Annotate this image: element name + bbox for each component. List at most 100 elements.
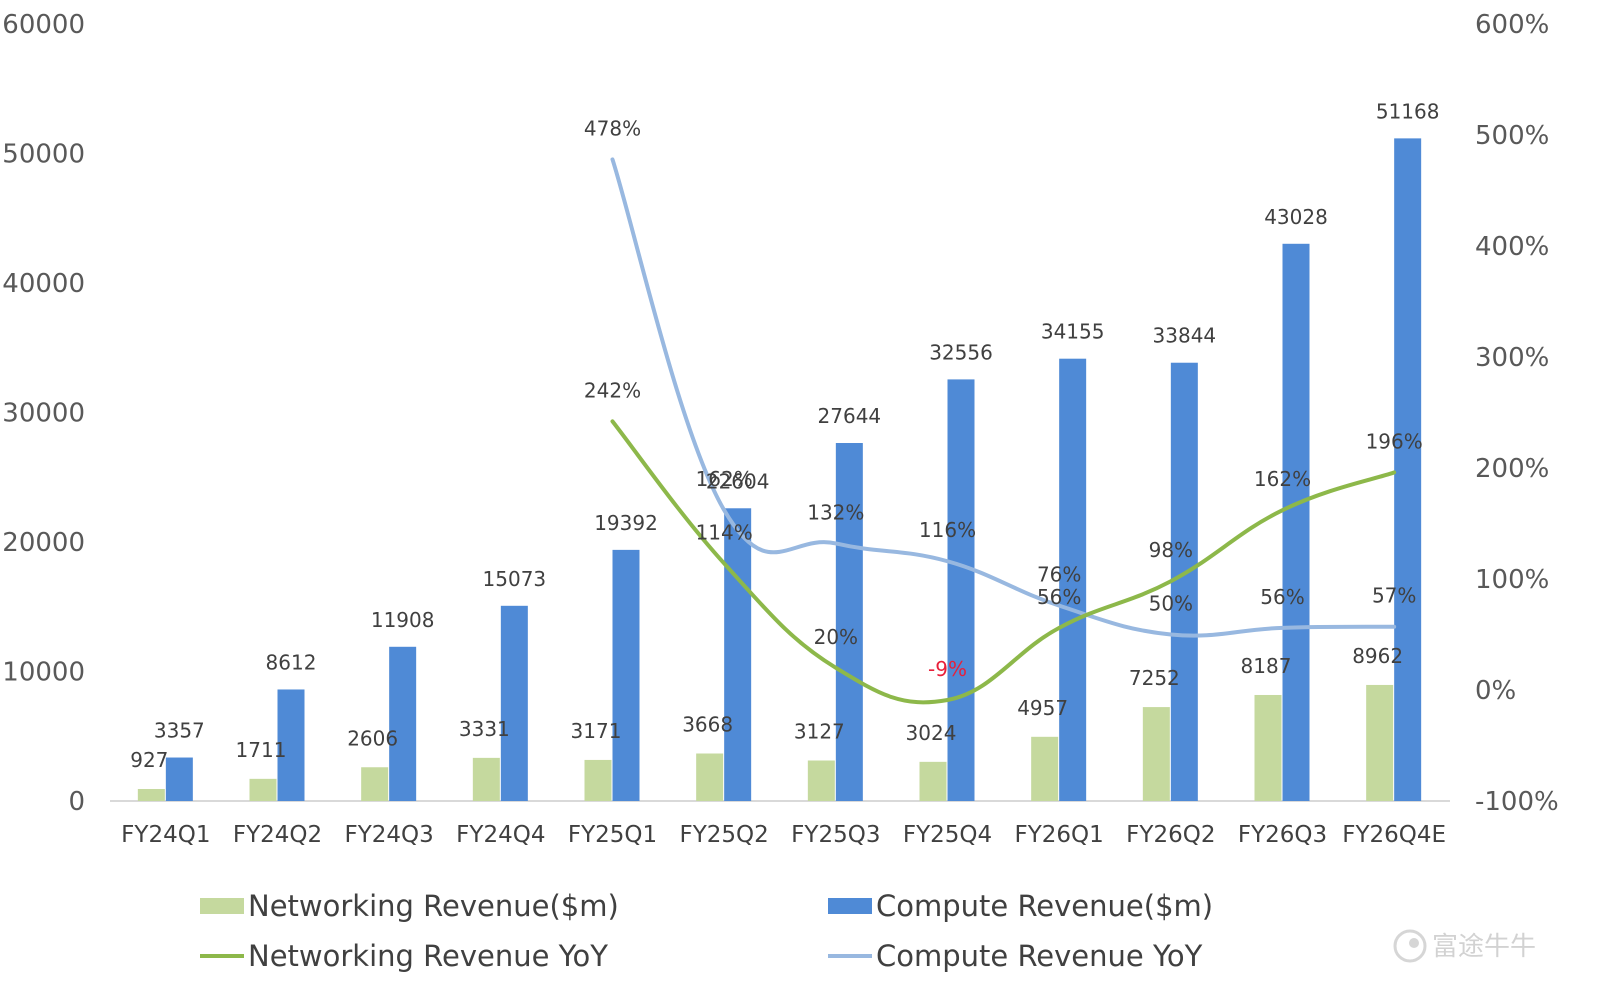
compute-yoy-label: 57% — [1372, 584, 1416, 608]
legend-swatch — [828, 898, 872, 914]
legend-compute-yoy: Compute Revenue YoY — [828, 939, 1203, 973]
networking-revenue-bar — [807, 760, 835, 801]
legend-networking-yoy: Networking Revenue YoY — [200, 939, 608, 973]
right-tick-label: 400% — [1475, 232, 1549, 262]
networking-yoy-label: 196% — [1366, 429, 1423, 453]
right-tick-label: 500% — [1475, 121, 1549, 151]
compute-revenue-label: 22604 — [706, 469, 770, 493]
networking-revenue-label: 2606 — [347, 726, 398, 750]
compute-revenue-bar — [1282, 243, 1310, 801]
watermark-text: 富途牛牛 — [1432, 932, 1536, 962]
compute-revenue-label: 43028 — [1264, 205, 1328, 229]
networking-revenue-bar — [584, 759, 612, 801]
x-tick-label: FY24Q4 — [456, 822, 545, 848]
compute-yoy-label: 162% — [696, 467, 753, 491]
networking-revenue-label: 8187 — [1241, 654, 1292, 678]
compute-revenue-label: 27644 — [818, 404, 882, 428]
networking-revenue-bar — [137, 788, 165, 801]
watermark: 富途牛牛 — [1393, 929, 1536, 963]
networking-revenue-label: 3331 — [459, 717, 510, 741]
compute-yoy-label: 132% — [807, 500, 864, 524]
compute-yoy-label: 478% — [584, 116, 641, 140]
x-tick-label: FY26Q4E — [1342, 822, 1446, 848]
networking-revenue-label: 3668 — [682, 712, 733, 736]
networking-revenue-bar — [1031, 736, 1059, 801]
networking-revenue-bar — [1142, 707, 1170, 801]
left-tick-label: 20000 — [2, 528, 85, 558]
compute-revenue-label: 3357 — [154, 719, 205, 743]
compute-revenue-label: 51168 — [1376, 99, 1440, 123]
compute-yoy-label: 76% — [1037, 563, 1081, 587]
left-tick-label: 10000 — [2, 658, 85, 688]
compute-revenue-label: 33844 — [1153, 324, 1217, 348]
networking-yoy-label: 20% — [814, 625, 858, 649]
right-axis-ticks: -100% 0% 100% 200% 300% 400% 500% 600% — [1475, 10, 1559, 817]
networking-revenue-label: 7252 — [1129, 666, 1180, 690]
networking-yoy-label: 242% — [584, 378, 641, 402]
x-tick-label: FY26Q2 — [1126, 822, 1215, 848]
compute-revenue-label: 11908 — [371, 608, 435, 632]
networking-yoy-line — [610, 419, 1397, 705]
yoy-lines — [610, 157, 1397, 705]
networking-revenue-bar — [696, 753, 724, 801]
legend-label: Networking Revenue YoY — [248, 939, 608, 973]
compute-revenue-bar — [835, 443, 863, 801]
bars — [137, 138, 1422, 802]
compute-revenue-bar — [947, 379, 975, 801]
legend-label: Networking Revenue($m) — [248, 889, 619, 923]
compute-yoy-line — [610, 157, 1397, 638]
networking-revenue-bar — [1254, 694, 1282, 801]
right-tick-label: 300% — [1475, 343, 1549, 373]
compute-revenue-bar — [500, 605, 528, 801]
compute-revenue-bar — [165, 757, 193, 801]
networking-revenue-bar — [361, 767, 389, 801]
networking-yoy-label: 56% — [1037, 585, 1081, 609]
right-tick-label: 0% — [1475, 676, 1516, 706]
compute-revenue-bar — [1170, 362, 1198, 801]
legend-label: Compute Revenue YoY — [876, 939, 1203, 973]
right-tick-label: 200% — [1475, 454, 1549, 484]
networking-yoy-label: 114% — [696, 520, 753, 544]
left-tick-label: 40000 — [2, 269, 85, 299]
compute-revenue-bar — [1059, 358, 1087, 801]
legend-networking-revenue: Networking Revenue($m) — [200, 889, 619, 923]
left-tick-label: 0 — [68, 787, 85, 817]
networking-revenue-label: 3127 — [794, 720, 845, 744]
compute-revenue-bar — [612, 549, 640, 801]
x-tick-label: FY26Q1 — [1015, 822, 1104, 848]
legend-swatch — [200, 898, 244, 914]
data-labels: 927 3357 1711 8612 2606 11908 3331 15073 3171 193… — [130, 99, 1439, 772]
right-tick-label: 100% — [1475, 565, 1549, 595]
networking-yoy-label: 98% — [1149, 538, 1193, 562]
legend-compute-revenue: Compute Revenue($m) — [828, 889, 1213, 923]
x-axis-ticks: FY24Q1 FY24Q2 FY24Q3 FY24Q4 FY25Q1 FY25Q2 FY25… — [121, 822, 1446, 848]
networking-revenue-bar — [249, 778, 277, 801]
compute-yoy-label: 56% — [1260, 585, 1304, 609]
legend-label: Compute Revenue($m) — [876, 889, 1213, 923]
x-tick-label: FY24Q1 — [121, 822, 210, 848]
left-tick-label: 30000 — [2, 399, 85, 429]
compute-revenue-label: 15073 — [483, 567, 547, 591]
futu-logo-icon — [1393, 929, 1427, 963]
compute-revenue-bar — [724, 508, 752, 801]
networking-revenue-bar — [472, 757, 500, 801]
left-tick-label: 60000 — [2, 10, 85, 40]
networking-revenue-bar — [1366, 684, 1394, 801]
left-axis-ticks: 0 10000 20000 30000 40000 50000 60000 — [2, 10, 85, 817]
legend: Networking Revenue($m) Compute Revenue($m… — [200, 889, 1213, 973]
compute-revenue-label: 34155 — [1041, 320, 1105, 344]
compute-yoy-label: 116% — [919, 518, 976, 542]
networking-yoy-label: 162% — [1254, 467, 1311, 491]
x-tick-label: FY25Q1 — [568, 822, 657, 848]
networking-revenue-label: 1711 — [236, 738, 287, 762]
compute-revenue-bar — [389, 646, 417, 801]
compute-revenue-label: 19392 — [594, 511, 658, 535]
x-tick-label: FY25Q3 — [791, 822, 880, 848]
x-tick-label: FY25Q2 — [680, 822, 769, 848]
left-tick-label: 50000 — [2, 140, 85, 170]
compute-revenue-label: 8612 — [266, 650, 317, 674]
networking-revenue-label: 3171 — [571, 719, 622, 743]
x-tick-label: FY24Q2 — [233, 822, 322, 848]
compute-revenue-bar — [277, 689, 305, 801]
